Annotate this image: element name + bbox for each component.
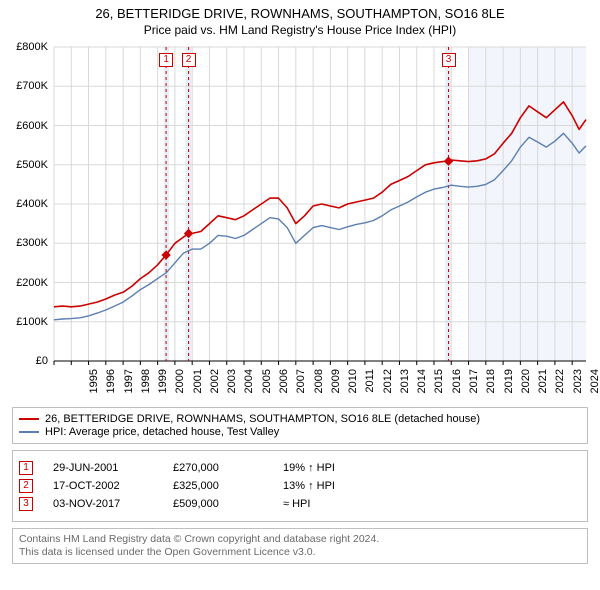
legend-label: HPI: Average price, detached house, Test… — [45, 426, 279, 438]
legend-label: 26, BETTERIDGE DRIVE, ROWNHAMS, SOUTHAMP… — [45, 413, 480, 425]
plot-svg — [8, 41, 592, 401]
x-axis-label: 2007 — [295, 369, 307, 399]
x-axis-label: 2010 — [347, 369, 359, 399]
x-axis-label: 2012 — [382, 369, 394, 399]
legend-row: HPI: Average price, detached house, Test… — [19, 426, 581, 438]
chart-subtitle: Price paid vs. HM Land Registry's House … — [8, 23, 592, 37]
x-axis-label: 1995 — [88, 369, 100, 399]
transaction-row: 2 17-OCT-2002£325,00013% ↑ HPI — [19, 479, 581, 493]
chart-title: 26, BETTERIDGE DRIVE, ROWNHAMS, SOUTHAMP… — [8, 6, 592, 21]
legend-swatch — [19, 431, 39, 433]
x-axis-label: 2015 — [433, 369, 445, 399]
x-axis-label: 2006 — [278, 369, 290, 399]
x-axis-label: 2001 — [192, 369, 204, 399]
x-axis-label: 2021 — [537, 369, 549, 399]
x-axis-label: 2011 — [364, 369, 376, 399]
transaction-date: 17-OCT-2002 — [53, 480, 173, 492]
footer-line-1: Contains HM Land Registry data © Crown c… — [19, 533, 581, 546]
transaction-price: £325,000 — [173, 480, 283, 492]
transaction-delta: 19% ↑ HPI — [283, 462, 581, 474]
x-axis-label: 2002 — [209, 369, 221, 399]
y-axis-label: £100K — [8, 316, 48, 328]
x-axis-label: 1998 — [140, 369, 152, 399]
x-axis-label: 2004 — [243, 369, 255, 399]
transaction-price: £509,000 — [173, 498, 283, 510]
x-axis-label: 1997 — [123, 369, 135, 399]
x-axis-label: 2019 — [503, 369, 515, 399]
footer-line-2: This data is licensed under the Open Gov… — [19, 546, 581, 559]
transactions-table: 1 29-JUN-2001£270,00019% ↑ HPI 2 17-OCT-200… — [12, 450, 588, 522]
legend-swatch — [19, 418, 39, 420]
transaction-row: 3 03-NOV-2017£509,000≈ HPI — [19, 497, 581, 511]
transaction-delta: 13% ↑ HPI — [283, 480, 581, 492]
x-axis-label: 2020 — [520, 369, 532, 399]
x-axis-label: 2023 — [572, 369, 584, 399]
event-marker-box: 1 — [159, 53, 173, 67]
legend-row: 26, BETTERIDGE DRIVE, ROWNHAMS, SOUTHAMP… — [19, 413, 581, 425]
y-axis-label: £400K — [8, 198, 48, 210]
transaction-row: 1 29-JUN-2001£270,00019% ↑ HPI — [19, 461, 581, 475]
x-axis-label: 2003 — [226, 369, 238, 399]
transaction-delta: ≈ HPI — [283, 498, 581, 510]
x-axis-label: 2000 — [174, 369, 186, 399]
footer-box: Contains HM Land Registry data © Crown c… — [12, 528, 588, 564]
transaction-marker: 2 — [19, 479, 33, 493]
x-axis-label: 2018 — [485, 369, 497, 399]
y-axis-label: £800K — [8, 41, 48, 53]
x-axis-label: 2017 — [468, 369, 480, 399]
x-axis-label: 2008 — [313, 369, 325, 399]
event-marker-box: 2 — [182, 53, 196, 67]
transaction-date: 29-JUN-2001 — [53, 462, 173, 474]
y-axis-label: £500K — [8, 159, 48, 171]
chart-area: £0 £100K £200K £300K £400K £500K £600K £700K £80… — [8, 41, 592, 401]
x-axis-label: 2022 — [554, 369, 566, 399]
x-axis-label: 2016 — [451, 369, 463, 399]
chart-container: 26, BETTERIDGE DRIVE, ROWNHAMS, SOUTHAMP… — [0, 0, 600, 572]
x-axis-label: 2009 — [330, 369, 342, 399]
y-axis-label: £600K — [8, 120, 48, 132]
transaction-marker: 1 — [19, 461, 33, 475]
x-axis-label: 1999 — [157, 369, 169, 399]
y-axis-label: £700K — [8, 80, 48, 92]
x-axis-label: 2005 — [261, 369, 273, 399]
transaction-date: 03-NOV-2017 — [53, 498, 173, 510]
transaction-marker: 3 — [19, 497, 33, 511]
y-axis-label: £300K — [8, 237, 48, 249]
x-axis-label: 2013 — [399, 369, 411, 399]
legend-box: 26, BETTERIDGE DRIVE, ROWNHAMS, SOUTHAMP… — [12, 407, 588, 444]
event-marker-box: 3 — [442, 53, 456, 67]
x-axis-label: 2014 — [416, 369, 428, 399]
x-axis-label: 1996 — [105, 369, 117, 399]
transaction-price: £270,000 — [173, 462, 283, 474]
y-axis-label: £0 — [8, 355, 48, 367]
y-axis-label: £200K — [8, 277, 48, 289]
x-axis-label: 2024 — [589, 369, 600, 399]
